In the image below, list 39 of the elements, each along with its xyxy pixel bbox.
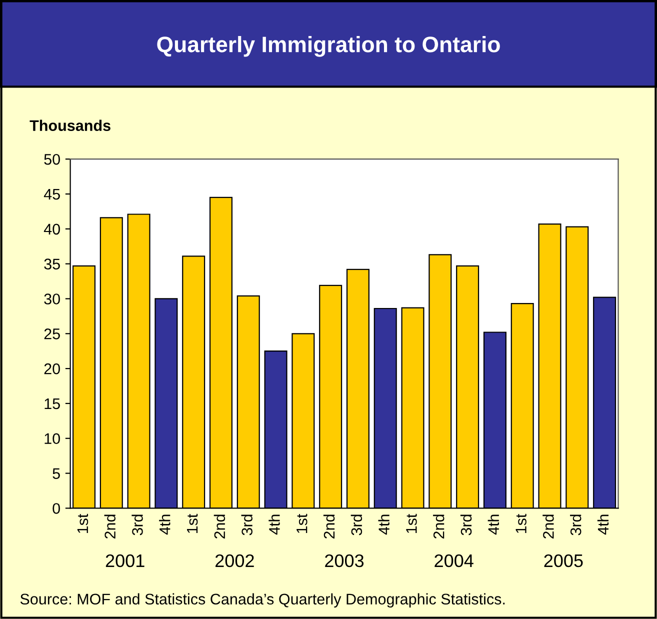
x-tick-label: 4th — [268, 514, 280, 535]
x-tick-label: 3rd — [241, 514, 252, 536]
x-tick-label: 1st — [516, 514, 526, 533]
source-note: Source: MOF and Statistics Canada’s Quarterly Demographic Statistics. — [20, 593, 505, 608]
text: 2005 — [544, 554, 583, 568]
x-tick-label: 3rd — [570, 514, 582, 536]
x-tick-label: 1st — [406, 514, 417, 533]
x-tick-label: 2nd — [433, 514, 444, 538]
x-tick-label: 3rd — [132, 514, 143, 536]
text: 2003 — [325, 554, 364, 568]
x-tick-label: 1st — [187, 514, 198, 533]
text: 2004 — [434, 554, 474, 568]
x-tick-label: 4th — [159, 514, 170, 535]
x-tick-label: 4th — [488, 514, 500, 535]
y-tick-label: 10 — [44, 433, 60, 444]
x-tick-label: 1st — [296, 514, 308, 533]
y-tick-label: 35 — [44, 258, 60, 270]
x-tick-label: 2nd — [323, 514, 335, 538]
x-tick-label: 1st — [77, 514, 88, 533]
x-tick-label: 4th — [597, 514, 609, 535]
y-tick-label: 15 — [44, 398, 60, 410]
y-tick-label: 0 — [52, 503, 60, 514]
y-tick-label: 25 — [44, 328, 60, 340]
chart-title: Quarterly Immigration to Ontario — [157, 36, 500, 57]
x-tick-label: 3rd — [350, 514, 362, 536]
x-tick-label: 2nd — [542, 514, 554, 538]
x-tick-label: 2nd — [104, 514, 116, 538]
text: 2002 — [216, 554, 254, 568]
y-tick-label: 20 — [44, 363, 60, 374]
y-tick-label: 40 — [44, 224, 60, 235]
y-tick-label: 30 — [44, 294, 60, 304]
text: 2001 — [106, 554, 144, 568]
x-tick-label: 2nd — [214, 514, 226, 538]
y-tick-label: 45 — [44, 189, 60, 200]
y-axis-title: Thousands — [30, 120, 110, 131]
x-tick-label: 4th — [378, 514, 390, 535]
y-tick-label: 50 — [44, 154, 60, 165]
y-tick-label: 5 — [52, 468, 60, 479]
x-tick-label: 3rd — [460, 514, 472, 536]
